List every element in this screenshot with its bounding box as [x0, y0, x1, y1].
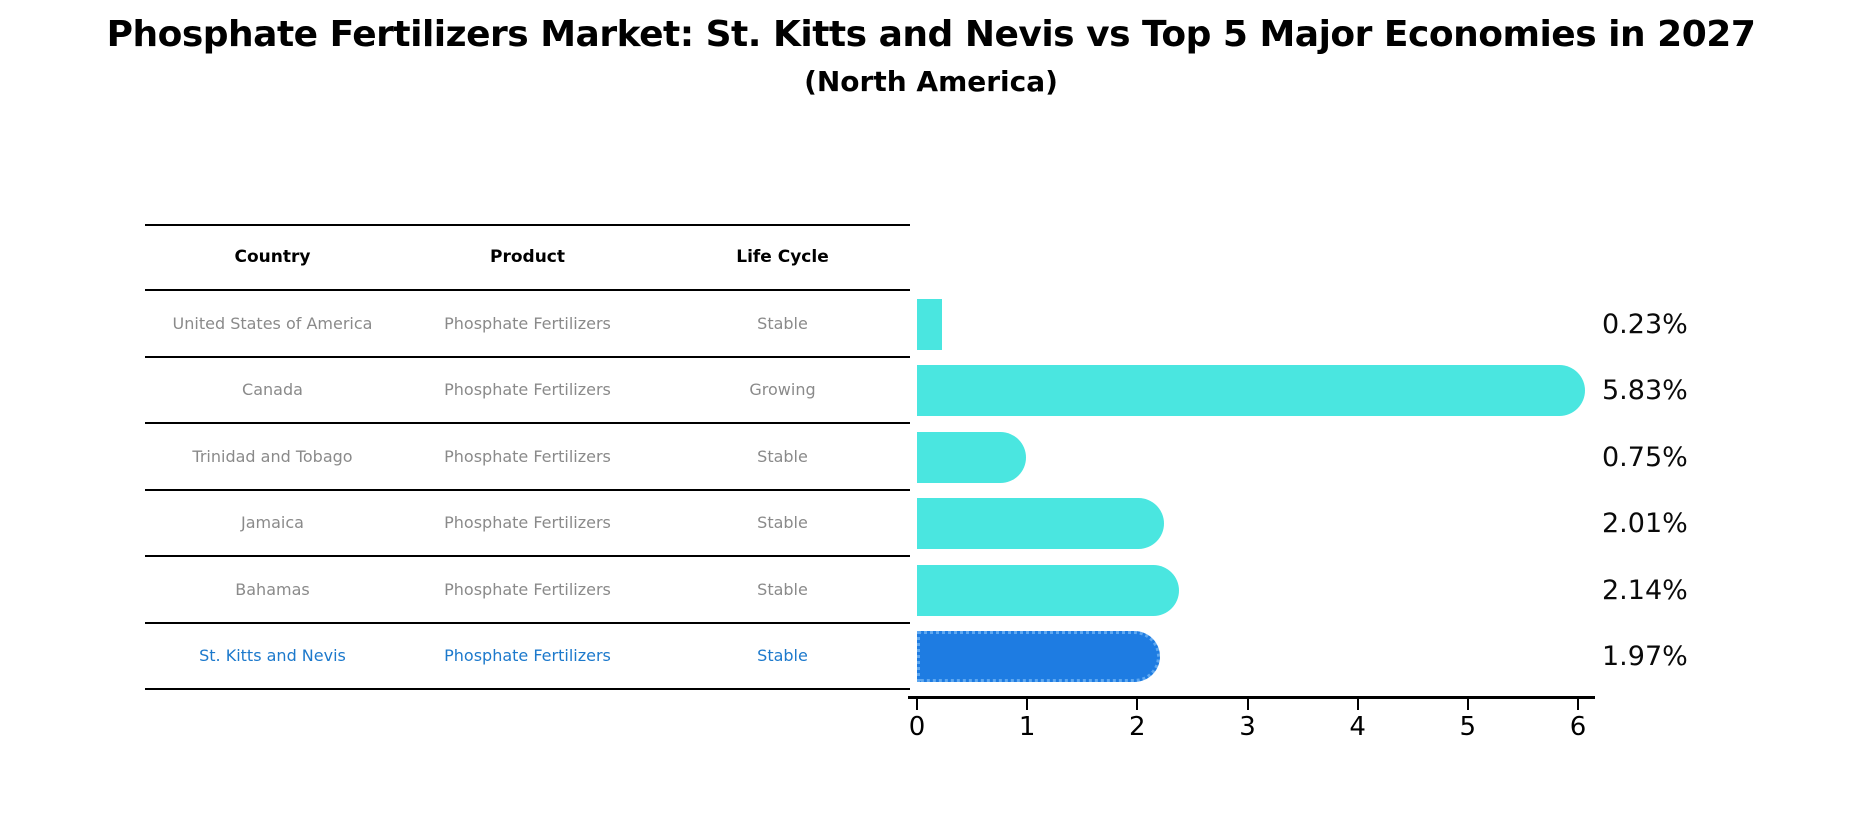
x-tick-mark [1577, 699, 1579, 710]
bar-bahamas [917, 564, 1179, 616]
x-tick-label: 3 [1239, 712, 1256, 742]
table-cell-country: Canada [242, 380, 303, 400]
x-tick-label: 5 [1459, 712, 1477, 742]
x-tick-mark [1356, 699, 1359, 710]
table-cell-product: Phosphate Fertilizers [444, 380, 611, 400]
table-cell-product: Phosphate Fertilizers [444, 646, 611, 666]
table-row: Jamaica Phosphate Fertilizers Stable [145, 491, 910, 557]
table-cell-life-cycle: Stable [757, 313, 808, 333]
table-cell-life-cycle: Stable [757, 579, 808, 599]
table-cell-country: Jamaica [241, 513, 304, 533]
x-tick-label: 0 [908, 712, 926, 742]
bar-st-kitts-and-nevis [917, 631, 1161, 683]
percent-label: 2.14% [1602, 574, 1688, 606]
table-cell-life-cycle: Growing [749, 380, 816, 400]
column-header-product: Product [490, 247, 565, 268]
column-header-life-cycle: Life Cycle [736, 247, 829, 268]
x-tick-label: 1 [1018, 712, 1036, 742]
percent-label: 1.97% [1602, 641, 1688, 673]
bar-trinidad-and-tobago [917, 431, 1026, 483]
table-row: Trinidad and Tobago Phosphate Fertilizers… [145, 424, 910, 491]
table-row: United States of America Phosphate Fertil… [145, 291, 910, 358]
x-tick-mark [1026, 699, 1029, 710]
table-body: United States of America Phosphate Fertil… [145, 291, 910, 690]
x-tick-label: 2 [1129, 712, 1146, 742]
table-cell-life-cycle: Stable [757, 513, 808, 533]
table-header-row: Country Product Life Cycle [145, 224, 910, 291]
table-cell-country: United States of America [172, 313, 373, 333]
chart-subtitle: (North America) [804, 65, 1058, 98]
table-cell-product: Phosphate Fertilizers [444, 313, 611, 333]
x-tick-label: 6 [1569, 712, 1587, 742]
table-row: Bahamas Phosphate Fertilizers Stable [145, 557, 910, 624]
bar-canada [917, 365, 1586, 417]
bar-plot-area: 0 1 2 3 4 5 6 [908, 291, 1595, 742]
x-tick-mark [1246, 699, 1249, 710]
table-cell-life-cycle: Stable [757, 446, 808, 466]
table-cell-country: Trinidad and Tobago [192, 446, 353, 466]
percent-label: 5.83% [1602, 375, 1688, 407]
table-cell-product: Phosphate Fertilizers [444, 446, 611, 466]
column-header-country: Country [234, 247, 311, 268]
table-cell-product: Phosphate Fertilizers [444, 579, 611, 599]
percent-label: 0.23% [1602, 308, 1688, 340]
bar-united-states-of-america [917, 298, 943, 350]
bar-jamaica [917, 498, 1165, 550]
chart-title: Phosphate Fertilizers Market: St. Kitts … [106, 14, 1756, 55]
x-tick-mark [1136, 699, 1139, 710]
country-table: Country Product Life Cycle United States… [145, 224, 910, 690]
table-cell-country: St. Kitts and Nevis [199, 646, 346, 666]
x-tick-mark [916, 699, 918, 710]
table-row: St. Kitts and Nevis Phosphate Fertilizers… [145, 624, 910, 690]
percent-label: 0.75% [1602, 441, 1688, 473]
x-axis-line [908, 696, 1595, 699]
x-tick-mark [1466, 699, 1469, 710]
table-cell-life-cycle: Stable [757, 646, 808, 666]
table-row: Canada Phosphate Fertilizers Growing [145, 358, 910, 424]
x-tick-label: 4 [1349, 712, 1366, 742]
percent-label: 2.01% [1602, 508, 1688, 540]
table-cell-product: Phosphate Fertilizers [444, 513, 611, 533]
table-cell-country: Bahamas [235, 579, 310, 599]
value-labels: 0.23% 5.83% 0.75% 2.01% 2.14% 1.97% [1602, 291, 1802, 690]
